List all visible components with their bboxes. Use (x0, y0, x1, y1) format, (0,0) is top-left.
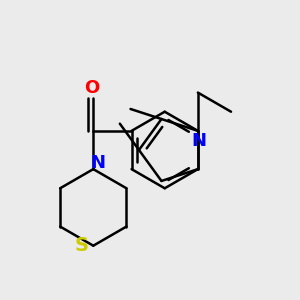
Text: N: N (90, 154, 105, 172)
Text: O: O (84, 79, 99, 97)
Text: S: S (74, 236, 88, 255)
Text: N: N (192, 132, 207, 150)
